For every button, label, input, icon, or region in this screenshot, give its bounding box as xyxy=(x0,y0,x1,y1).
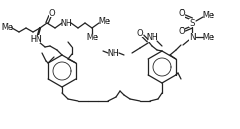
Text: Me: Me xyxy=(202,33,214,42)
Text: S: S xyxy=(189,18,195,27)
Text: Me: Me xyxy=(86,33,98,42)
Text: S: S xyxy=(189,18,195,27)
Text: O: O xyxy=(137,29,143,38)
Text: Me: Me xyxy=(98,18,110,26)
Text: O: O xyxy=(49,9,55,18)
Text: Me: Me xyxy=(202,33,214,42)
FancyBboxPatch shape xyxy=(62,19,70,27)
FancyBboxPatch shape xyxy=(49,9,55,17)
Text: O: O xyxy=(137,29,143,38)
FancyBboxPatch shape xyxy=(180,28,185,36)
Text: NH: NH xyxy=(60,18,72,27)
Text: N: N xyxy=(189,33,195,42)
Text: NH: NH xyxy=(60,18,72,27)
Text: O: O xyxy=(49,9,55,18)
Text: HN: HN xyxy=(30,34,42,43)
FancyBboxPatch shape xyxy=(3,24,11,32)
Text: NH: NH xyxy=(107,49,119,58)
FancyBboxPatch shape xyxy=(204,33,212,41)
Text: NH: NH xyxy=(107,49,119,58)
Text: HN: HN xyxy=(30,34,42,43)
FancyBboxPatch shape xyxy=(109,49,117,57)
Text: Me: Me xyxy=(1,23,13,33)
Text: N: N xyxy=(189,33,195,42)
Text: Me: Me xyxy=(202,11,214,21)
FancyBboxPatch shape xyxy=(137,29,143,37)
FancyBboxPatch shape xyxy=(88,33,96,41)
Text: O: O xyxy=(179,27,185,37)
Text: Me: Me xyxy=(1,23,13,33)
Text: O: O xyxy=(179,27,185,37)
Text: NH: NH xyxy=(146,34,158,42)
FancyBboxPatch shape xyxy=(148,34,156,42)
FancyBboxPatch shape xyxy=(180,10,185,18)
FancyBboxPatch shape xyxy=(189,19,195,27)
FancyBboxPatch shape xyxy=(32,35,40,43)
Text: NH: NH xyxy=(146,34,158,42)
FancyBboxPatch shape xyxy=(189,33,195,41)
Text: Me: Me xyxy=(202,11,214,21)
FancyBboxPatch shape xyxy=(204,12,212,20)
Text: Me: Me xyxy=(98,18,110,26)
Text: O: O xyxy=(179,10,185,18)
Text: O: O xyxy=(179,10,185,18)
FancyBboxPatch shape xyxy=(100,18,108,26)
Text: Me: Me xyxy=(86,33,98,42)
